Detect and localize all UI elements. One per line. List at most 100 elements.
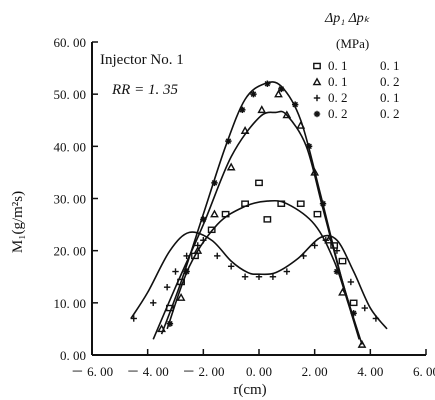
- data-point-asterisk: [183, 268, 190, 275]
- data-point-plus: [227, 263, 235, 270]
- legend-dpk: 0. 2: [380, 74, 400, 89]
- data-point-triangle: [296, 120, 306, 129]
- data-point-triangle: [226, 162, 236, 171]
- legend-dp1: 0. 2: [328, 90, 348, 105]
- data-point-plus: [347, 278, 355, 286]
- data-point-triangle: [176, 292, 186, 301]
- x-tick-label: 0. 00: [246, 364, 272, 379]
- data-point-square: [338, 257, 347, 265]
- data-point-plus: [372, 315, 380, 322]
- data-point-triangle: [338, 287, 347, 296]
- series-curve-square: [166, 199, 360, 340]
- data-point-square: [255, 179, 263, 187]
- x-tick-label: － 6. 00: [71, 364, 113, 379]
- series-curve-triangle: [152, 110, 363, 345]
- y-tick-label: 50. 00: [54, 87, 87, 102]
- data-point-asterisk: [250, 90, 257, 98]
- annotation: Injector No. 1 RR = 1. 35: [100, 52, 184, 98]
- x-tick-label: － 2. 00: [182, 364, 224, 379]
- data-point-triangle: [240, 126, 250, 134]
- legend-header-symbols: Δp₁ Δpₖ: [324, 11, 371, 26]
- data-point-square: [166, 304, 174, 312]
- data-point-square: [349, 299, 358, 307]
- data-point-plus: [241, 273, 249, 280]
- data-point-asterisk: [333, 268, 341, 275]
- legend-dp1: 0. 1: [328, 74, 348, 89]
- data-point-triangle: [193, 246, 203, 254]
- legend-marker-triangle: [312, 77, 322, 86]
- x-axis-label: r(cm): [233, 382, 266, 398]
- legend-dpk: 0. 2: [380, 106, 400, 121]
- data-point-plus: [163, 283, 171, 291]
- data-point-triangle: [157, 324, 166, 333]
- y-tick-label: 40. 00: [54, 139, 87, 154]
- annotation-rr: RR = 1. 35: [111, 82, 178, 98]
- data-point-square: [277, 200, 286, 207]
- legend: Δp₁ Δpₖ (MPa) 0. 1 0. 10. 1 0. 20. 2 0. 10.…: [312, 11, 400, 121]
- data-point-square: [221, 210, 230, 218]
- data-point-plus: [200, 237, 207, 244]
- data-point-asterisk: [278, 85, 285, 93]
- data-point-square: [313, 210, 322, 218]
- legend-dpk: 0. 1: [380, 90, 400, 105]
- data-point-triangle: [310, 167, 320, 176]
- data-point-plus: [255, 273, 263, 280]
- data-point-asterisk: [305, 143, 313, 150]
- y-axis-label: M₁(g/m²s): [10, 191, 26, 253]
- y-tick-label: 60. 00: [54, 35, 87, 50]
- data-point-triangle: [357, 339, 367, 348]
- data-point-asterisk: [166, 320, 174, 327]
- data-point-square: [177, 278, 185, 286]
- data-point-triangle: [282, 110, 292, 119]
- y-tick-label: 10. 00: [54, 296, 87, 311]
- data-point-plus: [333, 247, 341, 254]
- data-point-triangle: [274, 89, 283, 98]
- data-point-plus: [183, 252, 190, 260]
- data-point-square: [241, 200, 249, 207]
- data-point-plus: [172, 268, 179, 275]
- legend-marker-plus: [313, 94, 321, 102]
- data-point-asterisk: [291, 101, 299, 108]
- data-point-plus: [194, 242, 201, 249]
- data-point-plus: [130, 315, 137, 322]
- data-point-plus: [214, 252, 221, 260]
- x-tick-label: 6. 00: [413, 364, 435, 379]
- data-point-asterisk: [200, 216, 207, 223]
- y-tick-label: 0. 00: [60, 348, 86, 363]
- data-point-square: [263, 216, 272, 223]
- data-point-triangle: [210, 209, 219, 218]
- data-point-plus: [322, 237, 329, 244]
- data-point-asterisk: [319, 200, 327, 207]
- data-point-asterisk: [350, 310, 357, 317]
- data-point-asterisk: [239, 106, 246, 114]
- y-tick-label: 20. 00: [54, 244, 87, 259]
- legend-dp1: 0. 2: [328, 106, 348, 121]
- data-point-plus: [361, 304, 368, 312]
- plot-area: 0. 00 10. 00 20. 00 30. 00 40. 00 50. 00 60. 0…: [54, 35, 435, 379]
- data-point-plus: [283, 268, 291, 275]
- x-tick-label: 2. 00: [302, 364, 328, 379]
- data-point-asterisk: [211, 179, 218, 187]
- legend-entry: 0. 1 0. 2: [312, 74, 400, 89]
- data-point-square: [296, 200, 305, 207]
- legend-dp1: 0. 1: [328, 58, 348, 73]
- legend-entry: 0. 2 0. 2: [313, 106, 400, 121]
- data-point-asterisk: [264, 80, 271, 87]
- legend-entry: 0. 1 0. 1: [313, 58, 400, 73]
- x-tick-label: 4. 00: [357, 364, 383, 379]
- legend-header-units: (MPa): [336, 36, 369, 51]
- legend-marker-square: [313, 62, 321, 70]
- y-tick-label: 30. 00: [54, 192, 87, 207]
- data-point-asterisk: [225, 137, 232, 145]
- annotation-injector: Injector No. 1: [100, 52, 184, 68]
- data-point-square: [207, 226, 216, 234]
- data-point-plus: [150, 299, 157, 307]
- legend-dpk: 0. 1: [380, 58, 400, 73]
- data-point-triangle: [257, 105, 267, 114]
- data-point-square: [330, 242, 339, 249]
- data-point-plus: [311, 242, 318, 249]
- legend-entry: 0. 2 0. 1: [313, 90, 400, 105]
- x-tick-label: － 4. 00: [127, 364, 169, 379]
- data-point-plus: [269, 273, 277, 280]
